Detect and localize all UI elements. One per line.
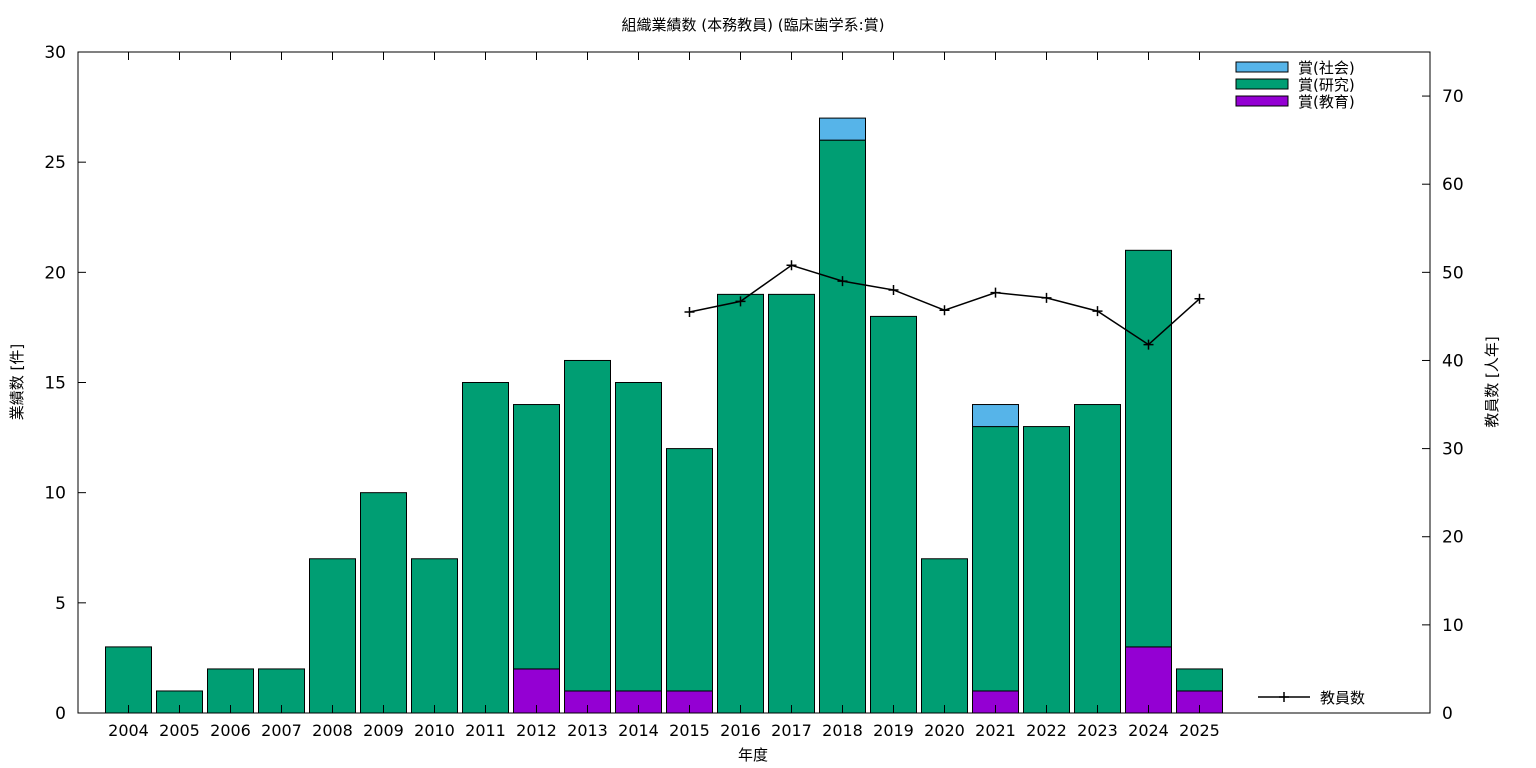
- bar-2019-series-1: [870, 315, 917, 714]
- x-tick-label: 2015: [669, 721, 710, 740]
- x-tick-label: 2013: [567, 721, 608, 740]
- x-axis-label: 年度: [738, 746, 768, 764]
- y2-tick-label: 40: [1442, 351, 1464, 371]
- x-tick-label: 2021: [975, 721, 1016, 740]
- x-tick-label: 2005: [159, 721, 200, 740]
- bar-2012-series-1: [513, 404, 560, 670]
- y-tick-label: 15: [44, 374, 66, 394]
- legend-swatch: [1235, 78, 1289, 90]
- x-tick-label: 2006: [210, 721, 251, 740]
- y-tick-label: 0: [55, 704, 66, 724]
- x-tick-label: 2025: [1179, 721, 1220, 740]
- x-tick-label: 2024: [1128, 721, 1169, 740]
- legend-label: 賞(研究): [1298, 76, 1355, 94]
- bar-2017-series-1: [768, 293, 815, 714]
- bar-2021-series-2: [972, 404, 1019, 428]
- legend-label-line: 教員数: [1320, 689, 1365, 707]
- y-tick-label: 5: [55, 594, 66, 614]
- x-tick-label: 2023: [1077, 721, 1118, 740]
- y-axis-label: 業績数 [件]: [8, 344, 26, 420]
- x-tick-label: 2014: [618, 721, 659, 740]
- legend: 賞(社会)賞(研究)賞(教育) 教員数: [1235, 59, 1365, 707]
- y2-tick-label: 10: [1442, 616, 1464, 636]
- y-tick-label: 30: [44, 43, 66, 63]
- line-point-2015: [684, 306, 695, 317]
- x-tick-label: 2008: [312, 721, 353, 740]
- bar-2021-series-1: [972, 426, 1019, 692]
- x-tick-label: 2020: [924, 721, 965, 740]
- y-tick-label: 10: [44, 484, 66, 504]
- legend-label: 賞(社会): [1298, 59, 1355, 77]
- line-faculty-count: [689, 264, 1201, 346]
- legend-label: 賞(教育): [1298, 93, 1355, 111]
- line-point-2025: [1194, 293, 1205, 304]
- y2-tick-label: 60: [1442, 175, 1464, 195]
- y2-tick-label: 0: [1442, 704, 1453, 724]
- legend-swatch: [1235, 95, 1289, 107]
- bar-2025-series-1: [1176, 668, 1223, 692]
- legend-line-marker: [1279, 692, 1289, 702]
- x-tick-label: 2019: [873, 721, 914, 740]
- line-point-2020: [939, 305, 950, 316]
- line-point-2018: [837, 276, 848, 287]
- chart-title: 組織業績数 (本務教員) (臨床歯学系:賞): [622, 16, 885, 34]
- bar-2024-series-0: [1125, 646, 1172, 714]
- bar-2015-series-1: [666, 448, 713, 692]
- bar-2010-series-1: [411, 558, 458, 714]
- x-tick-label: 2012: [516, 721, 557, 740]
- line-point-2023: [1092, 306, 1103, 317]
- x-tick-label: 2016: [720, 721, 761, 740]
- x-tick-label: 2022: [1026, 721, 1067, 740]
- line-point-2017: [786, 260, 797, 271]
- x-tick-label: 2011: [465, 721, 506, 740]
- bar-2016-series-1: [717, 293, 764, 714]
- y2-tick-label: 30: [1442, 440, 1464, 460]
- y2-tick-label: 50: [1442, 263, 1464, 283]
- x-tick-label: 2010: [414, 721, 455, 740]
- bar-2024-series-1: [1125, 249, 1172, 648]
- bar-2018-series-2: [819, 117, 866, 141]
- bar-2009-series-1: [360, 492, 407, 714]
- bar-2018-series-1: [819, 139, 866, 714]
- y2-tick-label: 20: [1442, 528, 1464, 548]
- bar-2004-series-1: [105, 646, 152, 714]
- line-point-2016: [735, 296, 746, 307]
- bar-2022-series-1: [1023, 426, 1070, 714]
- bar-2008-series-1: [309, 558, 356, 714]
- x-tick-label: 2004: [108, 721, 149, 740]
- x-tick-label: 2018: [822, 721, 863, 740]
- y2-axis-label: 教員数 [人年]: [1483, 336, 1501, 427]
- line-point-2022: [1041, 292, 1052, 303]
- bar-2023-series-1: [1074, 404, 1121, 714]
- y-tick-label: 20: [44, 263, 66, 283]
- bars-layer: [105, 117, 1223, 714]
- x-tick-label: 2017: [771, 721, 812, 740]
- y2-tick-label: 70: [1442, 87, 1464, 107]
- line-point-2019: [888, 284, 899, 295]
- y-tick-label: 25: [44, 153, 66, 173]
- legend-swatch: [1235, 61, 1289, 73]
- bar-2013-series-1: [564, 359, 611, 692]
- bar-2014-series-1: [615, 382, 662, 692]
- line-layer: [684, 260, 1205, 350]
- bar-2020-series-1: [921, 558, 968, 714]
- bar-2011-series-1: [462, 382, 509, 714]
- line-point-2021: [990, 287, 1001, 298]
- x-tick-label: 2009: [363, 721, 404, 740]
- line-point-2024: [1143, 339, 1154, 350]
- x-tick-label: 2007: [261, 721, 302, 740]
